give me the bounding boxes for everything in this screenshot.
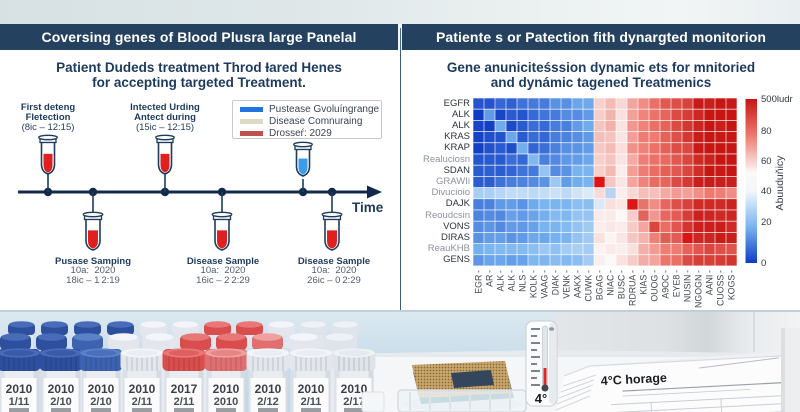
svg-text:2/12: 2/12	[257, 396, 278, 408]
svg-text:ALK -: ALK -	[496, 270, 506, 291]
svg-text:2010: 2010	[88, 382, 115, 396]
svg-text:RDRUA -: RDRUA -	[628, 270, 638, 306]
svg-text:EYE8 -: EYE8 -	[672, 270, 682, 297]
svg-text:KOLK -: KOLK -	[529, 270, 539, 298]
svg-text:2/11: 2/11	[174, 396, 195, 408]
svg-text:AR -: AR -	[485, 270, 495, 287]
svg-text:KOGS -: KOGS -	[727, 270, 737, 300]
svg-text:CUOSS -: CUOSS -	[716, 270, 726, 306]
svg-text:2/17: 2/17	[343, 396, 364, 408]
svg-text:2010: 2010	[48, 382, 75, 396]
svg-text:AAKX -: AAKX -	[573, 270, 583, 298]
svg-text:NLS -: NLS -	[518, 270, 528, 292]
svg-text:2010: 2010	[214, 396, 238, 408]
svg-text:NGOGN -: NGOGN -	[694, 270, 704, 308]
svg-text:2010: 2010	[213, 382, 240, 396]
svg-text:4°: 4°	[535, 391, 547, 406]
svg-text:VENK -: VENK -	[562, 270, 572, 299]
svg-text:1/11: 1/11	[9, 396, 30, 408]
svg-text:2010: 2010	[6, 382, 33, 396]
svg-text:BUSC -: BUSC -	[617, 270, 627, 299]
svg-text:VAAG -: VAAG -	[540, 270, 550, 299]
svg-text:2017: 2017	[171, 382, 198, 396]
svg-text:CUWK -: CUWK -	[584, 270, 594, 302]
svg-text:ALK -: ALK -	[507, 270, 517, 291]
svg-text:A9OC -: A9OC -	[661, 270, 671, 299]
svg-text:NUSIN -: NUSIN -	[683, 270, 693, 302]
svg-text:BGAG -: BGAG -	[595, 270, 605, 300]
svg-text:4°C horage: 4°C horage	[600, 371, 667, 388]
svg-text:2/11: 2/11	[132, 396, 153, 408]
svg-text:2010: 2010	[255, 382, 282, 396]
svg-text:AANI -: AANI -	[705, 270, 715, 295]
svg-text:OUOG -: OUOG -	[650, 270, 660, 302]
svg-text:2/10: 2/10	[50, 396, 71, 408]
svg-text:2010: 2010	[341, 382, 368, 396]
svg-text:KIAS -: KIAS -	[639, 270, 649, 295]
svg-text:NIAC -: NIAC -	[606, 270, 616, 296]
svg-text:EGR -: EGR -	[474, 270, 484, 294]
svg-text:DIAK -: DIAK -	[551, 270, 561, 295]
svg-text:2/11: 2/11	[301, 396, 322, 408]
svg-text:Abuuduňicy: Abuuduňicy	[774, 155, 786, 211]
svg-text:2010: 2010	[129, 382, 156, 396]
svg-text:2010: 2010	[298, 382, 325, 396]
svg-text:2/10: 2/10	[90, 396, 111, 408]
